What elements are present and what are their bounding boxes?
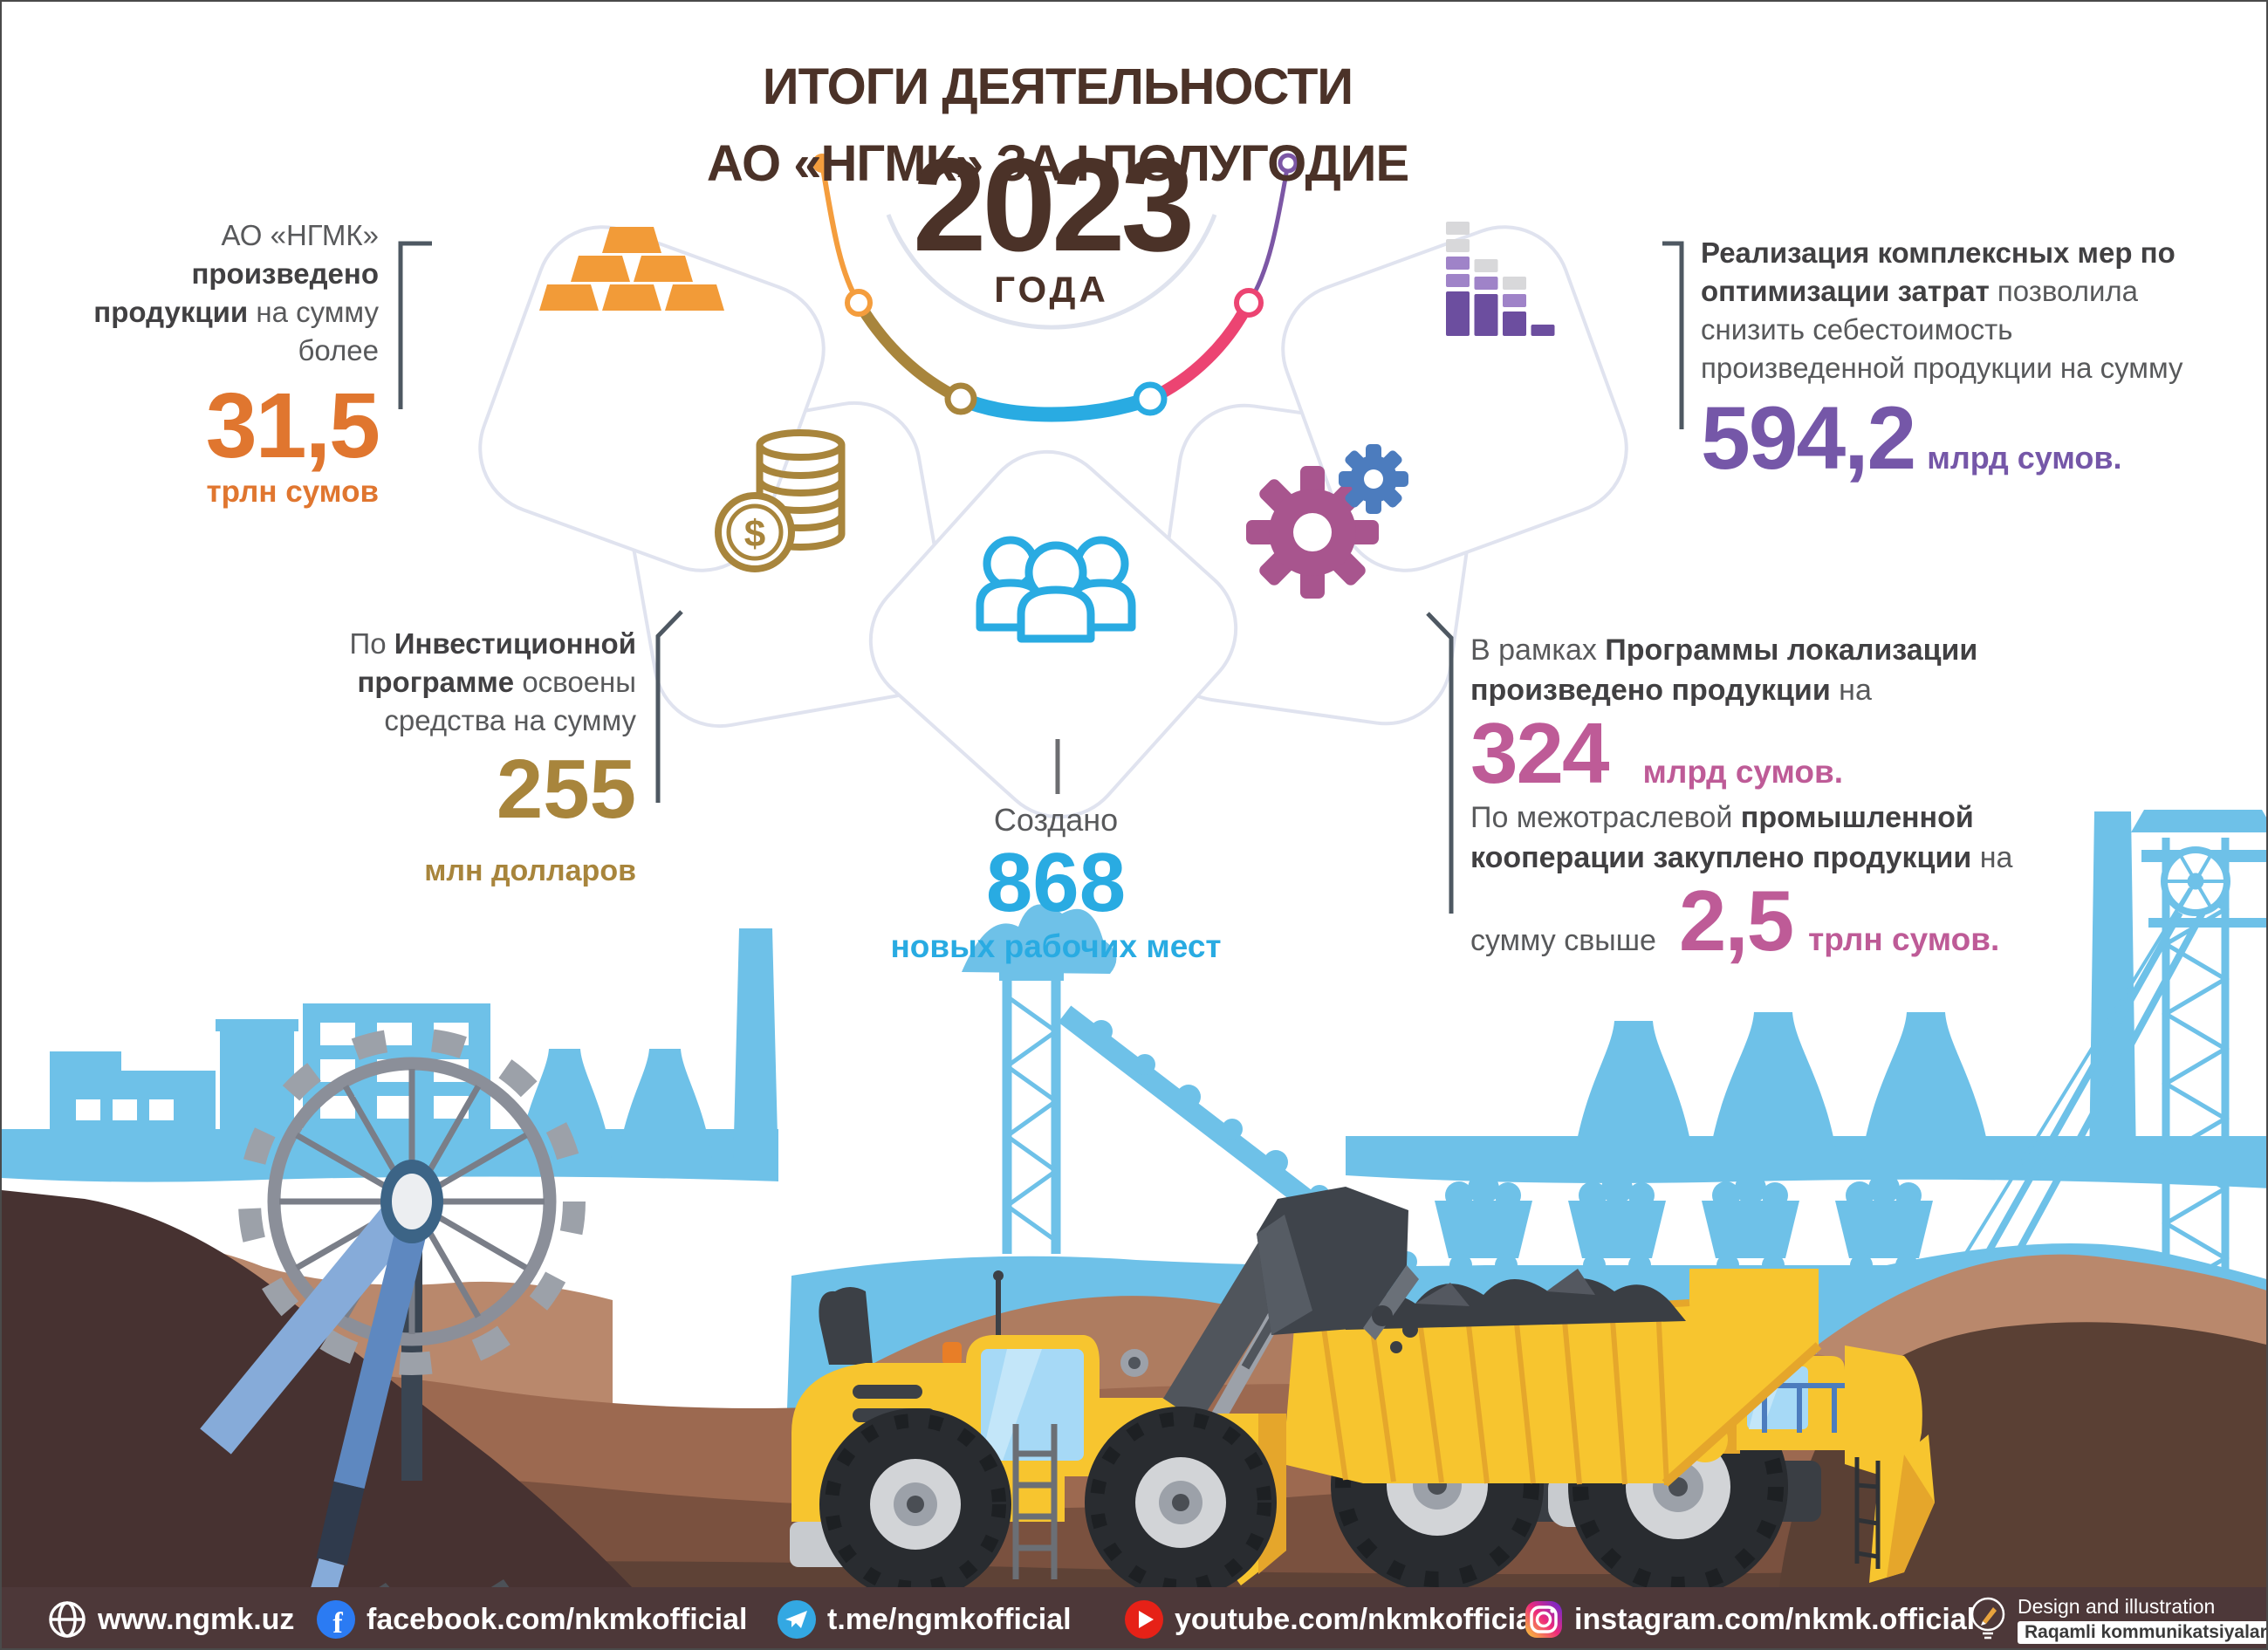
stat-production-unit: трлн сумов (206, 475, 379, 510)
stat-jobs: Создано 868 новых рабочих мест (846, 801, 1265, 966)
stat-production: АО «НГМК» произведено продукции на сумму… (37, 216, 380, 511)
stat-cost-optimization: Реализация комплексных мер по оптимизаци… (1701, 234, 2251, 483)
stat-localization: В рамках Программы локализации произведе… (1470, 630, 2090, 965)
instagram-icon (1525, 1601, 1562, 1638)
credit-line2: Raqamli kommunikatsiyalar bo'limi (2018, 1621, 2266, 1644)
declining-bar-chart-icon (1446, 222, 1555, 336)
year-circle-arc (886, 214, 1217, 330)
bracket-cost (1662, 241, 1684, 429)
facebook-icon: f (317, 1600, 355, 1640)
design-credit: Design and illustration Raqamli kommunik… (1967, 1595, 2266, 1644)
youtube-icon (1125, 1600, 1163, 1639)
bracket-connectors (398, 241, 1684, 914)
stat-cost-value-row: 594,2 млрд сумов. (1701, 393, 2251, 483)
timeline-start-dot (812, 154, 832, 173)
stat-cost-text: Реализация комплексных мер по оптимизаци… (1701, 236, 2183, 384)
globe-icon (49, 1601, 86, 1638)
footer-link-instagram[interactable]: instagram.com/nkmk.official (1524, 1599, 1975, 1640)
stat-localization-value2-row: сумму свыше 2,5 трлн сумов. (1470, 872, 2090, 969)
stat-production-text: АО «НГМК» произведено продукции на сумму… (93, 219, 379, 366)
poster-title-line2: АО «НГМК» ЗА I ПОЛУГОДИЕ (706, 135, 1409, 192)
poster-title-line1: ИТОГИ ДЕЯТЕЛЬНОСТИ (762, 58, 1353, 115)
gears-icon (1246, 444, 1408, 599)
year-value: 2023 (912, 131, 1195, 279)
stat-production-value: 31,5 (205, 374, 380, 477)
stat-jobs-value: 868 (985, 836, 1127, 929)
stat-cost-unit: млрд сумов. (1927, 440, 2122, 476)
svg-text:$: $ (744, 513, 765, 556)
dump-truck-illustration (1283, 1269, 1935, 1597)
footer-link-facebook[interactable]: f facebook.com/nkmkofficial (316, 1599, 747, 1640)
mining-scene-illustration (2, 810, 2266, 1648)
timeline-arc (812, 153, 1298, 422)
stat-cost-value: 594,2 (1701, 388, 1916, 488)
stat-investment-unit: млн долларов (424, 853, 636, 887)
wheel-loader-illustration (790, 1187, 1419, 1600)
stat-localization-text3: сумму свыше (1470, 923, 1656, 957)
bucket-wheel-excavator-illustration (200, 1028, 586, 1616)
stat-jobs-unit: новых рабочих мест (890, 928, 1222, 964)
stat-localization-text2: По межотраслевой промышленной кооперации… (1470, 800, 2013, 874)
stat-investment-value: 255 (496, 743, 636, 836)
bracket-production (398, 241, 432, 409)
timeline-node (845, 289, 873, 317)
lightbulb-pencil-icon (1970, 1597, 2005, 1640)
gold-ingots-icon (539, 227, 724, 311)
poster-title: ИТОГИ ДЕЯТЕЛЬНОСТИ АО «НГМК» ЗА I ПОЛУГО… (706, 49, 1409, 202)
stat-localization-value1-row: 324 млрд сумов. (1470, 705, 2090, 801)
stat-investment-text: По Инвестиционной программе освоены сред… (349, 627, 636, 736)
timeline-node (1278, 153, 1298, 174)
year-suffix: ГОДА (994, 269, 1109, 310)
stat-localization-value2: 2,5 (1678, 872, 1794, 969)
credit-line1: Design and illustration (2018, 1595, 2216, 1618)
mine-carts-silhouette (1435, 1173, 1933, 1277)
timeline-node (944, 382, 977, 415)
bracket-investment (655, 610, 683, 803)
stat-investment: По Инвестиционной программе освоены сред… (294, 625, 636, 890)
stat-jobs-label: Создано (993, 802, 1119, 838)
stat-localization-text1: В рамках Программы локализации произведе… (1470, 633, 1978, 707)
people-group-icon (976, 536, 1136, 643)
footer-link-telegram[interactable]: t.me/ngmkofficial (777, 1599, 1072, 1640)
telegram-icon (778, 1600, 816, 1639)
bracket-localization (1426, 612, 1454, 914)
footer-bar: www.ngmk.uz f facebook.com/nkmkofficial … (2, 1587, 2266, 1648)
timeline-node (1133, 381, 1168, 416)
timeline-node (1234, 288, 1264, 318)
svg-text:f: f (332, 1607, 343, 1640)
footer-link-website[interactable]: www.ngmk.uz (47, 1599, 294, 1640)
mine-headframe-silhouette (1899, 810, 2266, 1361)
stat-localization-value1: 324 (1470, 705, 1610, 801)
footer-link-youtube[interactable]: youtube.com/nkmkofficial (1124, 1599, 1540, 1640)
coin-stack-dollar-icon: $ (715, 429, 846, 572)
stat-localization-unit2: трлн сумов. (1808, 921, 2000, 957)
stat-localization-unit1: млрд сумов. (1642, 754, 1844, 790)
